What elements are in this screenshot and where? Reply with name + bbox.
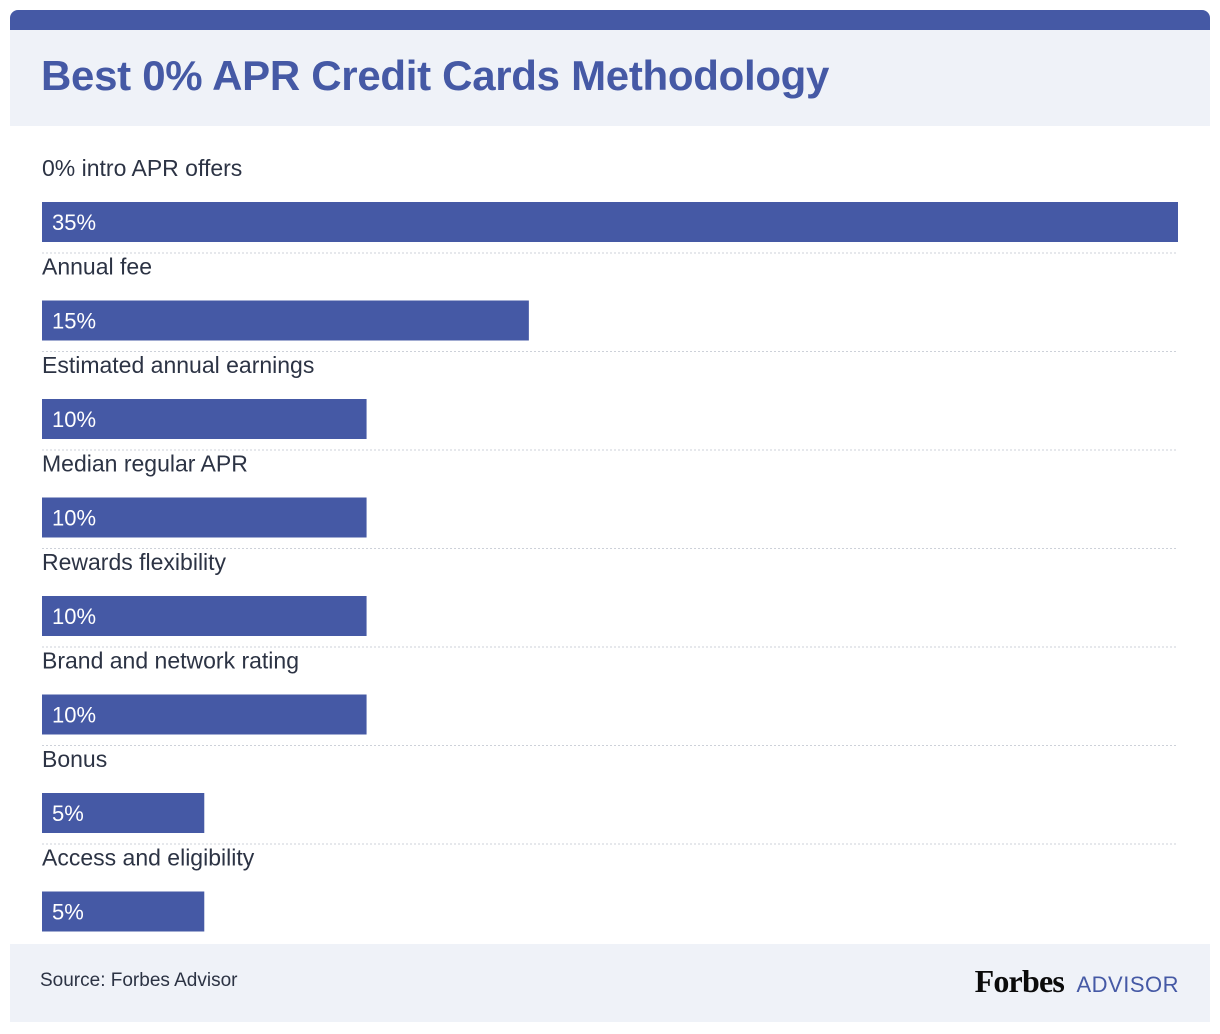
- bar-value-label: 15%: [52, 309, 96, 334]
- bar-value-label: 10%: [52, 703, 96, 728]
- bar-value-label: 5%: [52, 900, 84, 925]
- brand-logo-sub: ADVISOR: [1076, 972, 1179, 997]
- chart-footer: Source: Forbes Advisor Forbes ADVISOR: [10, 944, 1210, 1022]
- bar-value-label: 5%: [52, 801, 84, 826]
- accent-bar: [10, 10, 1210, 30]
- bar-value-label: 35%: [52, 210, 96, 235]
- brand-logo-wordmark: Forbes: [974, 963, 1065, 999]
- bar-value-label: 10%: [52, 604, 96, 629]
- chart-header: Best 0% APR Credit Cards Methodology: [10, 30, 1210, 126]
- category-label: Estimated annual earnings: [42, 352, 314, 378]
- bar: [42, 497, 367, 538]
- bar-value-label: 10%: [52, 506, 96, 531]
- bar: [42, 694, 367, 735]
- brand-logo: Forbes ADVISOR: [975, 963, 1179, 1000]
- category-label: Access and eligibility: [42, 845, 255, 871]
- bar: [42, 793, 205, 833]
- chart-card: Best 0% APR Credit Cards Methodology 0% …: [10, 10, 1210, 1022]
- bar: [42, 399, 367, 439]
- bar: [42, 202, 1178, 242]
- bar: [42, 891, 205, 932]
- source-note: Source: Forbes Advisor: [40, 970, 238, 991]
- category-label: Bonus: [42, 746, 107, 772]
- bar: [42, 596, 367, 636]
- category-label: Median regular APR: [42, 451, 248, 477]
- bar-chart: 0% intro APR offers 35% Annual fee 15% Estim…: [42, 155, 1178, 932]
- chart-title: Best 0% APR Credit Cards Methodology: [41, 52, 830, 99]
- category-label: Rewards flexibility: [42, 549, 227, 575]
- bar: [42, 300, 529, 341]
- bar-value-label: 10%: [52, 407, 96, 432]
- category-label: Brand and network rating: [42, 648, 299, 674]
- category-label: Annual fee: [42, 254, 152, 280]
- category-label: 0% intro APR offers: [42, 155, 242, 181]
